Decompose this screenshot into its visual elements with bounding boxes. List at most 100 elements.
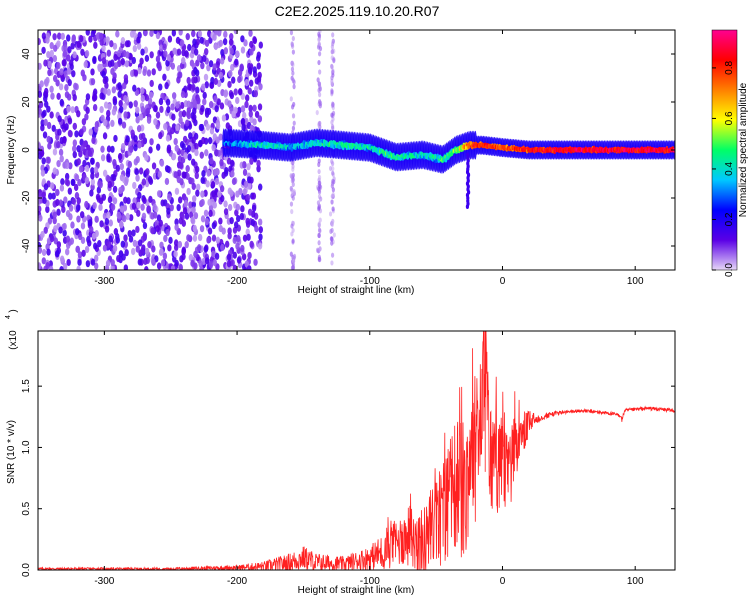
heatmap-cell — [49, 111, 54, 119]
heatmap-cell — [66, 54, 71, 62]
heatmap-cell — [192, 38, 197, 46]
heatmap-cell — [49, 85, 54, 93]
heatmap-cell — [72, 122, 77, 130]
heatmap-cell — [256, 62, 261, 70]
heatmap-cell — [151, 162, 157, 170]
heatmap-cell — [47, 69, 52, 77]
heatmap-cell — [184, 50, 189, 58]
heatmap-cell — [111, 174, 117, 182]
heatmap-cell — [233, 221, 239, 229]
heatmap-cell — [237, 75, 242, 84]
heatmap-cell — [156, 262, 162, 270]
heatmap-cell — [122, 215, 127, 223]
snr-panel: -300 -200 -100 0 100 0.0 0.5 1.0 1.5 Height of … — [5, 309, 676, 596]
heatmap-cell — [249, 240, 254, 248]
heatmap-cell — [137, 141, 142, 149]
heatmap-cell — [46, 135, 51, 143]
heatmap-cell — [234, 58, 239, 66]
heatmap-cell — [219, 57, 225, 65]
heatmap-cell — [100, 145, 105, 153]
heatmap-cell — [331, 191, 335, 198]
heatmap-cell — [317, 174, 322, 181]
heatmap-cell — [45, 76, 50, 85]
heatmap-cell — [70, 178, 76, 186]
heatmap-cell — [150, 227, 155, 235]
heatmap-cell — [140, 105, 145, 114]
heatmap-cell — [232, 236, 237, 244]
heatmap-cell — [316, 200, 321, 206]
heatmap-cell — [209, 127, 215, 135]
heatmap-cell — [240, 35, 245, 43]
heatmap-cell — [330, 49, 334, 55]
heatmap-cell — [160, 259, 166, 267]
heatmap-cell — [227, 227, 232, 235]
heatmap-cell — [212, 63, 217, 71]
heatmap-cell — [123, 196, 128, 204]
heatmap-cell — [90, 178, 96, 186]
heatmap-cell — [225, 122, 231, 130]
heatmap-cell — [163, 50, 168, 58]
heatmap-cell — [242, 168, 248, 177]
heatmap-cell — [330, 89, 334, 95]
heatmap-cell — [187, 83, 192, 91]
heatmap-cell — [249, 40, 254, 49]
heatmap-cell — [211, 234, 217, 242]
heatmap-cell — [109, 40, 114, 48]
heatmap-cell — [200, 198, 205, 207]
heatmap-cell — [66, 34, 71, 42]
heatmap-cell — [236, 235, 241, 243]
heatmap-cell — [229, 33, 234, 41]
heatmap-cell — [182, 135, 188, 143]
heatmap-cell — [172, 47, 177, 55]
heatmap-cell — [165, 134, 171, 142]
spectrogram-x-tick-label: -100 — [360, 276, 380, 287]
heatmap-cell — [158, 83, 163, 91]
heatmap-cell — [166, 146, 171, 154]
heatmap-cell — [62, 229, 67, 237]
heatmap-cell — [191, 158, 196, 166]
heatmap-cell — [76, 40, 81, 49]
heatmap-cell — [129, 30, 135, 38]
heatmap-cell — [210, 76, 215, 85]
heatmap-cell — [136, 36, 141, 44]
heatmap-cell — [203, 73, 209, 81]
heatmap-cell — [171, 113, 176, 121]
heatmap-cell — [158, 97, 164, 106]
heatmap-cell — [240, 205, 245, 213]
heatmap-cell — [213, 168, 218, 176]
heatmap-cell — [165, 98, 171, 106]
heatmap-cell — [251, 192, 257, 200]
colorbar-tick-label: 0.6 — [724, 111, 735, 125]
heatmap-cell — [175, 124, 180, 132]
heatmap-cell — [140, 87, 145, 95]
heatmap-cell — [292, 84, 296, 90]
heatmap-cell — [211, 221, 217, 230]
heatmap-cell — [164, 177, 170, 186]
heatmap-cell — [136, 125, 142, 133]
heatmap-cell — [130, 247, 136, 256]
heatmap-cell — [58, 226, 63, 234]
heatmap-cell — [113, 53, 118, 62]
heatmap-cell — [166, 125, 172, 133]
heatmap-cell — [88, 35, 93, 43]
heatmap-cell — [191, 182, 196, 191]
heatmap-cell — [94, 215, 99, 223]
spectrogram-y-tick-label: -20 — [21, 190, 32, 205]
heatmap-cell — [204, 81, 209, 89]
heatmap-cell — [168, 236, 173, 244]
heatmap-cell — [99, 92, 104, 100]
heatmap-cell — [223, 89, 229, 97]
heatmap-cell — [176, 76, 181, 84]
heatmap-cell — [195, 38, 200, 46]
heatmap-cell — [291, 113, 296, 119]
heatmap-cell — [180, 101, 185, 110]
heatmap-cell — [318, 103, 322, 109]
heatmap-cell — [221, 227, 226, 235]
heatmap-cell — [96, 186, 102, 194]
heatmap-cell — [66, 67, 72, 75]
heatmap-cell — [186, 187, 191, 196]
heatmap-cell — [41, 257, 47, 265]
heatmap-cell — [58, 199, 63, 207]
heatmap-cell — [220, 48, 225, 57]
